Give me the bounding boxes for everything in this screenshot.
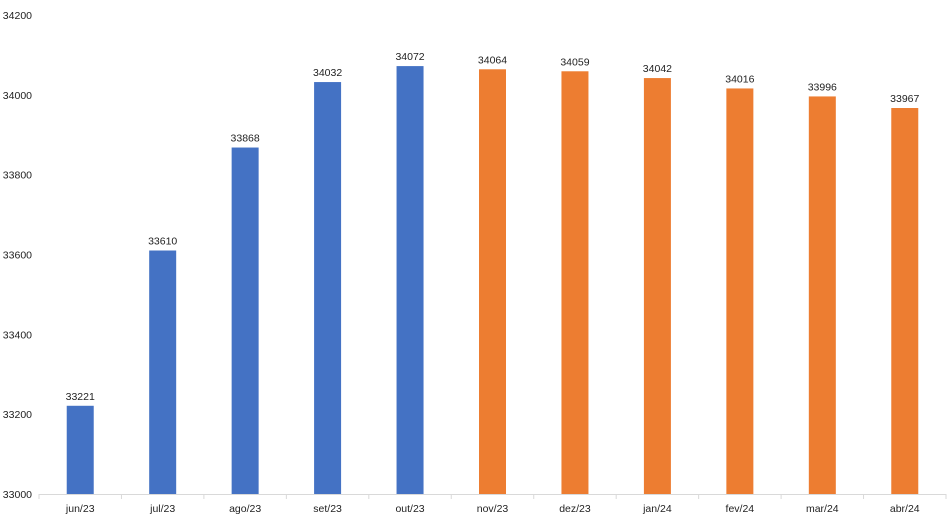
bar [808, 96, 836, 495]
data-label: 34042 [643, 63, 672, 75]
data-label: 33996 [808, 81, 837, 93]
y-tick-label: 33200 [3, 409, 32, 421]
x-tick-label: out/23 [395, 503, 424, 515]
y-tick-label: 33600 [3, 250, 32, 262]
x-tick-label: nov/23 [477, 503, 509, 515]
data-label: 33221 [66, 391, 95, 403]
y-tick-label: 33800 [3, 170, 32, 182]
data-label: 33967 [890, 93, 919, 105]
bar [726, 88, 754, 495]
data-labels: 33221 33610 33868 34032 34072 34064 34059 34042… [66, 51, 920, 403]
y-tick-label: 34200 [3, 10, 32, 22]
x-tick-label: jul/23 [149, 503, 175, 515]
x-tick-label: ago/23 [229, 503, 261, 515]
data-label: 33868 [231, 133, 260, 145]
bar [479, 69, 506, 494]
bar [314, 82, 342, 494]
data-label: 34064 [478, 54, 507, 66]
bar [643, 78, 671, 495]
x-tick-label: mar/24 [806, 503, 839, 515]
data-label: 34016 [725, 73, 754, 85]
bars-group [66, 66, 919, 495]
bar [66, 405, 94, 494]
x-axis-ticks [38, 494, 947, 499]
x-tick-label: dez/23 [559, 503, 591, 515]
y-tick-label: 33400 [3, 329, 32, 341]
bar [396, 66, 424, 495]
x-tick-label: set/23 [313, 503, 342, 515]
x-tick-label: jun/23 [65, 503, 95, 515]
data-label: 34032 [313, 67, 342, 79]
x-axis-labels: jun/23 jul/23 ago/23 set/23 out/23 nov/23 dez/… [65, 503, 920, 515]
y-tick-label: 33000 [3, 489, 32, 501]
x-tick-label: fev/24 [726, 503, 755, 515]
bar [149, 250, 177, 494]
bar [891, 108, 919, 495]
data-label: 33610 [148, 236, 177, 248]
y-tick-label: 34000 [3, 90, 32, 102]
y-axis-labels: 33000 33200 33400 33600 33800 34000 34200 [3, 10, 32, 501]
data-label: 34059 [560, 56, 589, 68]
x-tick-label: abr/24 [890, 503, 920, 515]
x-tick-label: jan/24 [642, 503, 672, 515]
bar [561, 71, 589, 494]
bar [231, 147, 259, 495]
data-label: 34072 [395, 51, 424, 63]
